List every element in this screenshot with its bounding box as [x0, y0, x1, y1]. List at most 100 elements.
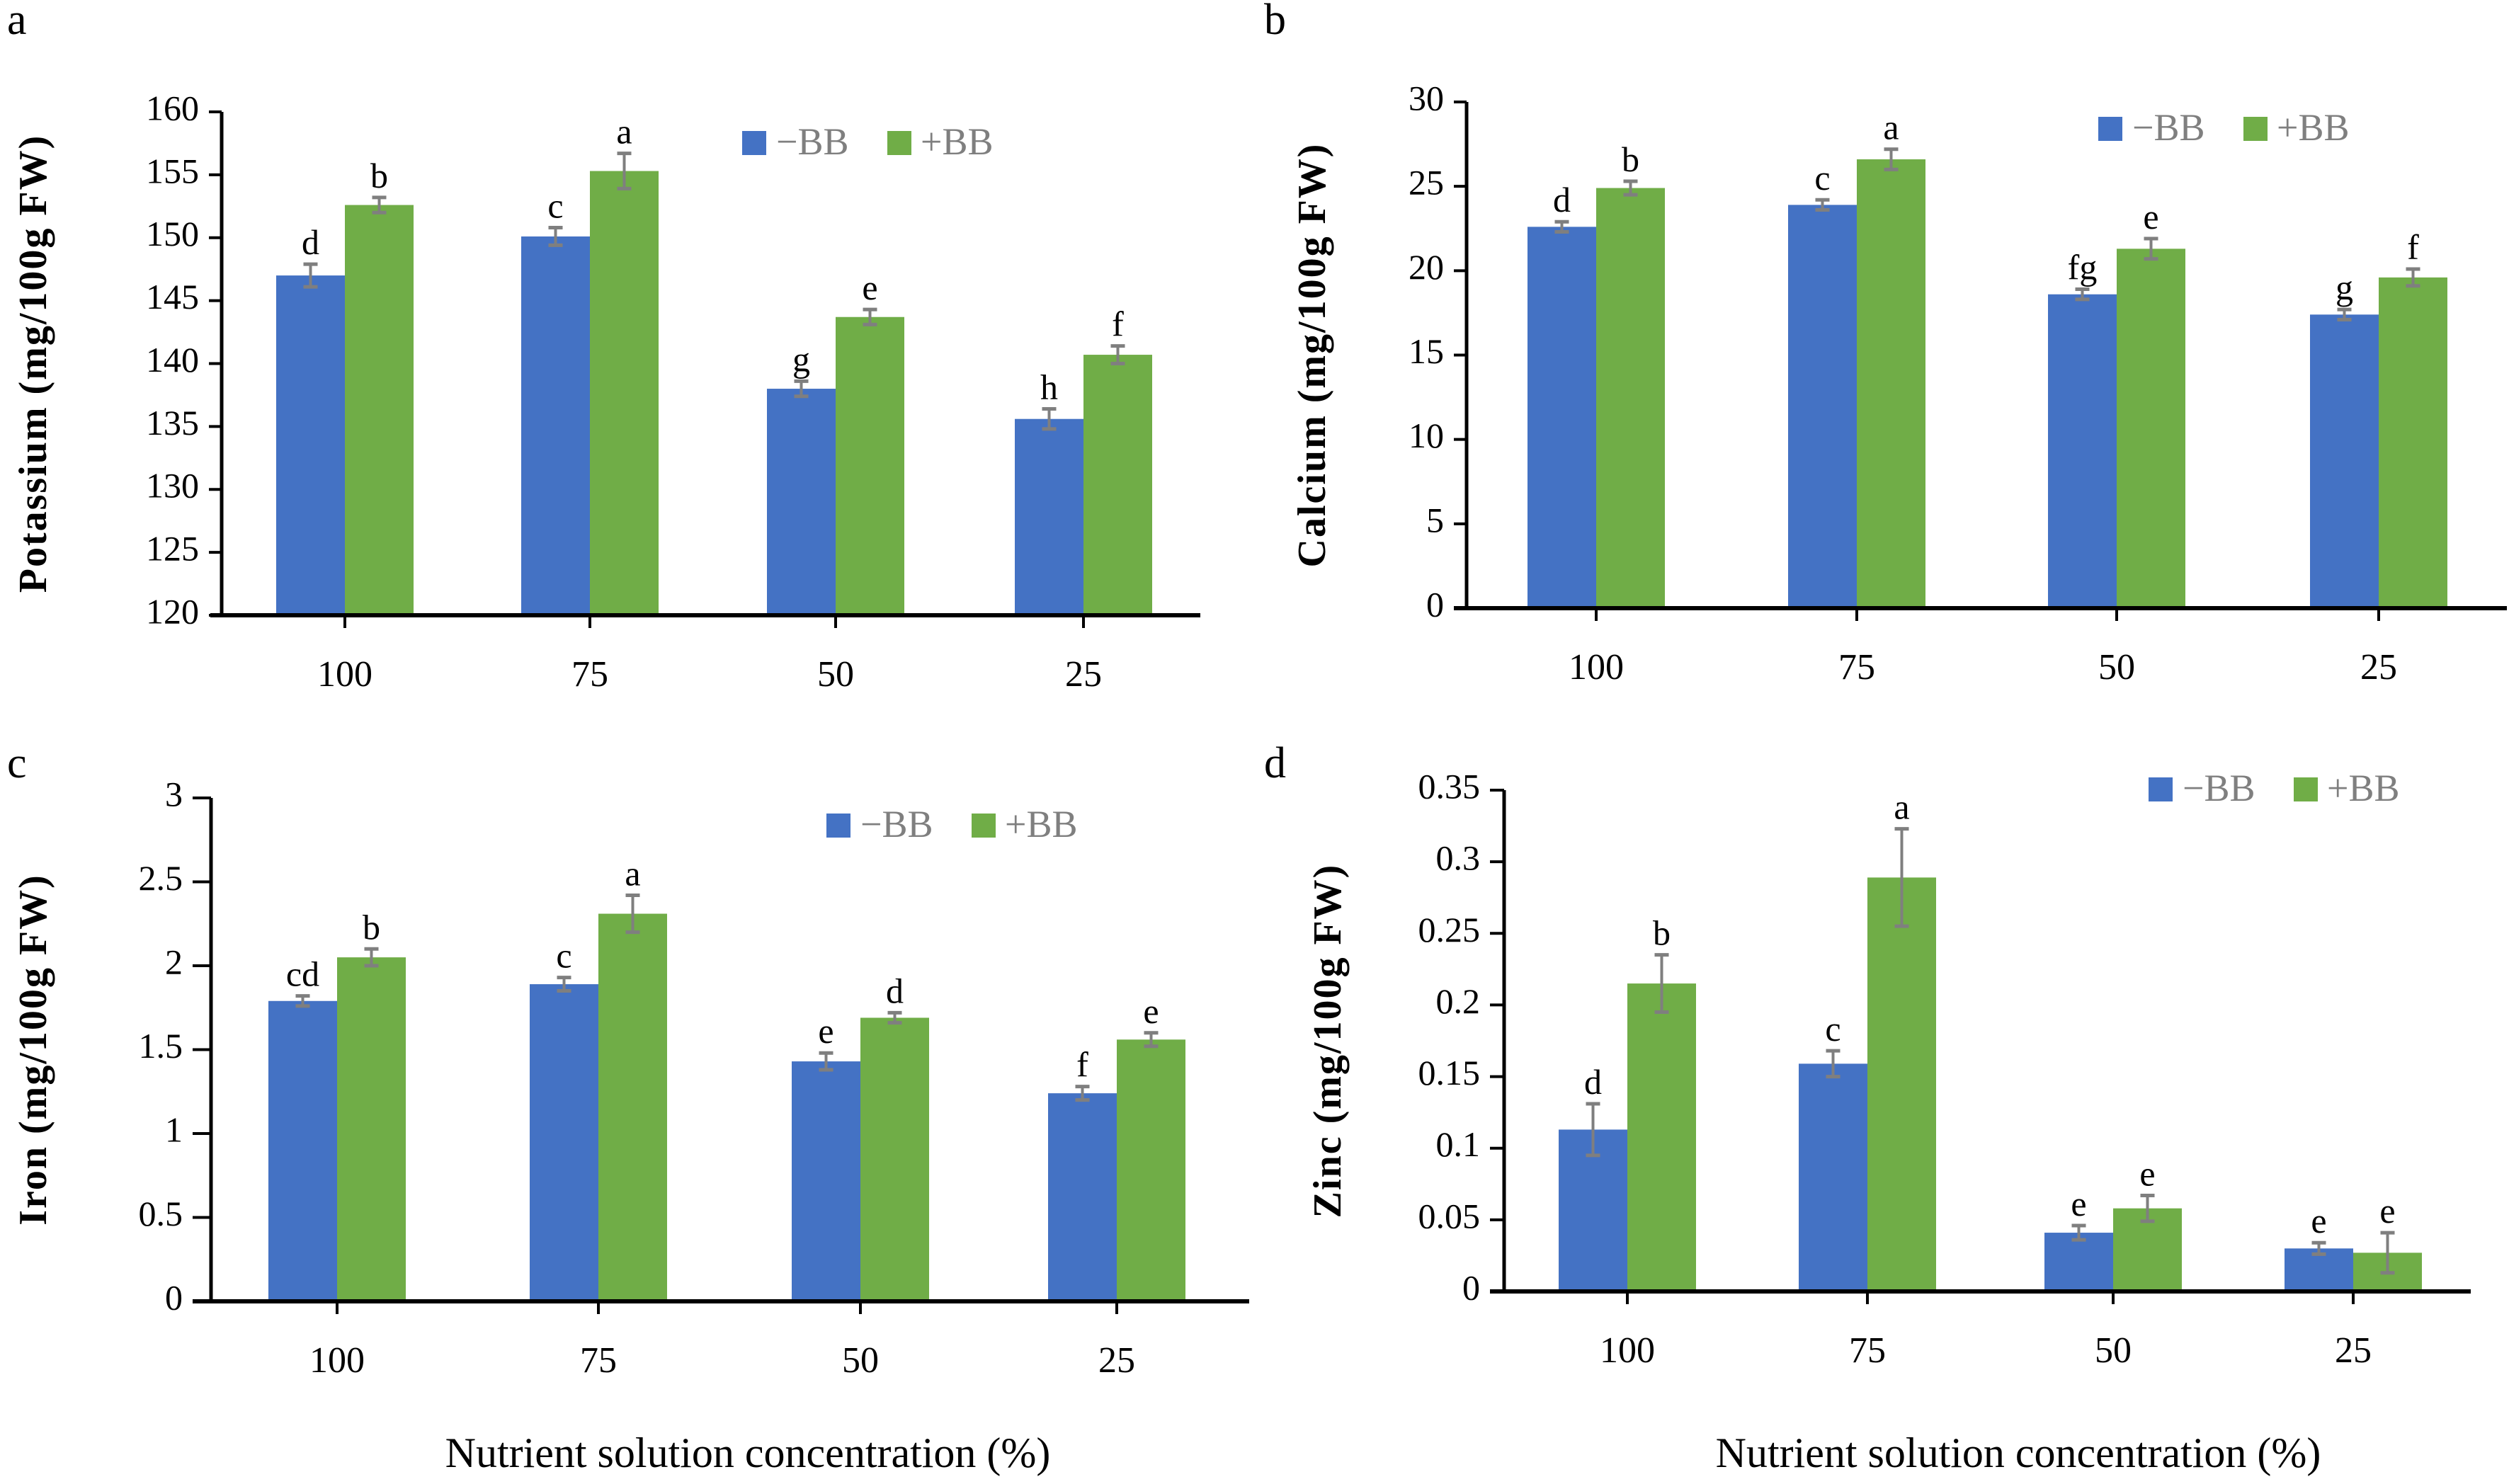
x-tick-label: 50: [817, 654, 854, 695]
x-axis-title-left: Nutrient solution concentration (%): [445, 1429, 1051, 1476]
significance-letter: e: [818, 1011, 834, 1051]
significance-letter: d: [1584, 1062, 1602, 1102]
error-bar: [2140, 1193, 2155, 1223]
panel-letter: a: [7, 0, 27, 44]
error-bar: [1110, 344, 1125, 365]
error-bar: [1586, 1102, 1600, 1158]
legend: −BB +BB: [2098, 106, 2350, 149]
y-axis-title: Iron (mg/100g FW): [11, 874, 55, 1226]
y-tick-label: 150: [146, 214, 199, 253]
x-tick-label: 75: [571, 654, 608, 695]
significance-letter: f: [1112, 304, 1124, 344]
bar-plus-bb-75: [598, 913, 667, 1301]
x-tick-label: 25: [1098, 1340, 1135, 1381]
x-tick-label: 100: [1569, 647, 1624, 687]
error-bar: [1826, 1049, 1840, 1079]
significance-letter: e: [2379, 1191, 2395, 1231]
y-tick-label: 120: [146, 591, 199, 631]
significance-letter: e: [2311, 1201, 2326, 1240]
y-tick-label: 15: [1409, 331, 1444, 371]
bar-minus-bb-75: [1799, 1063, 1867, 1291]
y-tick-label: 0.3: [1436, 838, 1481, 878]
legend-swatch-plus-bb: [887, 131, 911, 155]
legend-swatch-plus-bb: [2243, 117, 2268, 141]
y-tick-label: 160: [146, 88, 199, 127]
legend: −BB +BB: [2149, 767, 2400, 809]
y-axis-title: Potassium (mg/100g FW): [11, 135, 55, 593]
error-bar: [2380, 1231, 2395, 1275]
bar-plus-bb-100: [345, 205, 414, 615]
y-tick-label: 2.5: [139, 858, 183, 898]
panel-calcium: b Calcium (mg/100g FW) d c fg g b a e f 0 5 10 15 20 25…: [1264, 0, 2507, 687]
error-bar: [1654, 953, 1669, 1015]
legend-label-minus-bb: −BB: [2132, 106, 2205, 149]
y-tick-label: 140: [146, 340, 199, 379]
error-bar: [863, 307, 877, 326]
bar-minus-bb-50: [792, 1061, 860, 1301]
panel-letter: d: [1264, 739, 1286, 787]
bar-minus-bb-75: [521, 236, 590, 615]
significance-letter: c: [1814, 158, 1830, 198]
y-tick-label: 0: [1426, 584, 1444, 624]
legend-swatch-minus-bb: [2149, 777, 2173, 801]
significance-letter: a: [625, 853, 640, 893]
significance-letter: fg: [2068, 248, 2098, 287]
y-tick-label: 30: [1409, 78, 1444, 118]
significance-letter: a: [1883, 108, 1899, 147]
legend-label-plus-bb: +BB: [1005, 803, 1078, 845]
y-tick-label: 0.35: [1418, 766, 1481, 806]
legend-label-minus-bb: −BB: [860, 803, 933, 845]
error-bar: [2075, 287, 2090, 302]
bar-minus-bb-100: [276, 275, 345, 615]
legend-swatch-minus-bb: [826, 814, 850, 838]
significance-letter: d: [1553, 180, 1571, 219]
bar-plus-bb-50: [836, 316, 904, 615]
x-tick-label: 100: [309, 1340, 365, 1381]
x-axis-title-right: Nutrient solution concentration (%): [1716, 1429, 2321, 1476]
bar-plus-bb-25: [1117, 1039, 1185, 1301]
panel-iron: c Iron (mg/100g FW) cd c e f b a d e 0 0.5 1 1.5 2 2.5 3…: [7, 739, 1249, 1381]
significance-letter: b: [370, 156, 388, 195]
significance-letter: c: [556, 936, 571, 976]
legend-label-plus-bb: +BB: [2327, 767, 2400, 809]
significance-letter: d: [302, 222, 319, 262]
significance-letter: d: [886, 971, 904, 1010]
error-bar: [2406, 267, 2420, 288]
y-tick-label: 145: [146, 277, 199, 316]
legend-swatch-plus-bb: [972, 814, 996, 838]
bar-plus-bb-100: [337, 957, 406, 1301]
legend-swatch-plus-bb: [2294, 777, 2318, 801]
legend: −BB +BB: [742, 120, 994, 163]
significance-letter: b: [1653, 913, 1671, 953]
x-tick-label: 50: [2095, 1330, 2132, 1371]
legend: −BB +BB: [826, 803, 1078, 845]
y-tick-label: 130: [146, 466, 199, 506]
y-tick-label: 10: [1409, 416, 1444, 455]
x-tick-label: 75: [1849, 1330, 1886, 1371]
error-bar: [2311, 1240, 2326, 1256]
y-axis-title: Calcium (mg/100g FW): [1290, 143, 1334, 568]
x-tick-label: 100: [1600, 1330, 1655, 1371]
x-tick-label: 75: [580, 1340, 617, 1381]
bar-plus-bb-25: [2379, 277, 2447, 608]
error-bar: [1815, 198, 1830, 212]
y-tick-label: 5: [1426, 500, 1444, 540]
error-bar: [617, 152, 632, 190]
error-bar: [1554, 219, 1569, 234]
bar-minus-bb-25: [2310, 314, 2379, 608]
legend-swatch-minus-bb: [742, 131, 766, 155]
error-bar: [303, 262, 318, 289]
bar-plus-bb-50: [2117, 249, 2185, 608]
significance-letter: e: [1143, 991, 1159, 1031]
significance-letter: f: [2407, 227, 2419, 267]
y-tick-label: 0.25: [1418, 910, 1481, 949]
legend-label-plus-bb: +BB: [921, 120, 994, 163]
significance-letter: a: [1894, 787, 1909, 827]
y-tick-label: 125: [146, 529, 199, 569]
y-tick-label: 0.1: [1436, 1124, 1481, 1164]
error-bar: [2071, 1223, 2086, 1242]
bar-minus-bb-100: [1527, 227, 1596, 608]
bar-minus-bb-75: [530, 984, 598, 1301]
significance-letter: e: [862, 268, 877, 307]
error-bar: [1075, 1085, 1090, 1102]
